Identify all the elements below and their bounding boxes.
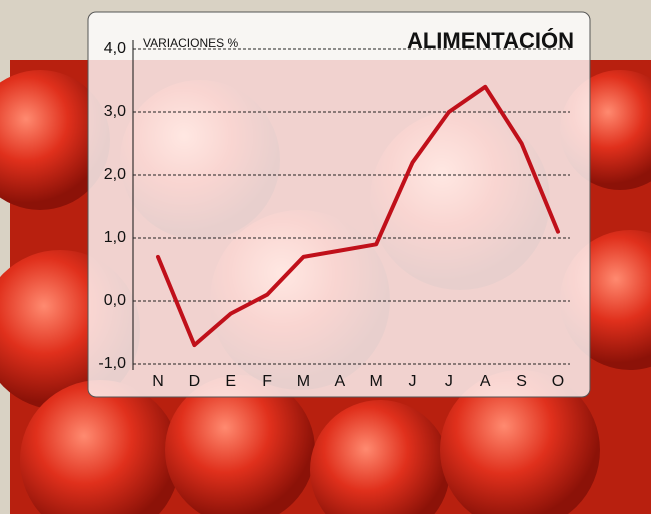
panel <box>87 11 591 398</box>
x-tick-label: M <box>370 373 383 390</box>
x-tick-label: M <box>297 373 310 390</box>
x-tick-label: D <box>189 373 201 390</box>
y-tick-label: 4,0 <box>104 40 126 57</box>
x-tick-label: E <box>225 373 236 390</box>
x-tick-label: S <box>516 373 527 390</box>
x-tick-label: A <box>334 373 345 390</box>
y-tick-label: 0,0 <box>104 292 126 309</box>
x-tick-label: N <box>152 373 164 390</box>
y-axis-label: VARIACIONES % <box>143 36 238 50</box>
x-tick-label: O <box>552 373 564 390</box>
x-tick-label: J <box>409 373 417 390</box>
y-tick-label: 3,0 <box>104 103 126 120</box>
y-tick-label: 2,0 <box>104 166 126 183</box>
x-tick-label: J <box>445 373 453 390</box>
x-tick-label: A <box>480 373 491 390</box>
data-line <box>156 84 560 348</box>
y-tick-label: -1,0 <box>98 355 126 372</box>
y-tick-label: 1,0 <box>104 229 126 246</box>
x-tick-label: F <box>262 373 272 390</box>
